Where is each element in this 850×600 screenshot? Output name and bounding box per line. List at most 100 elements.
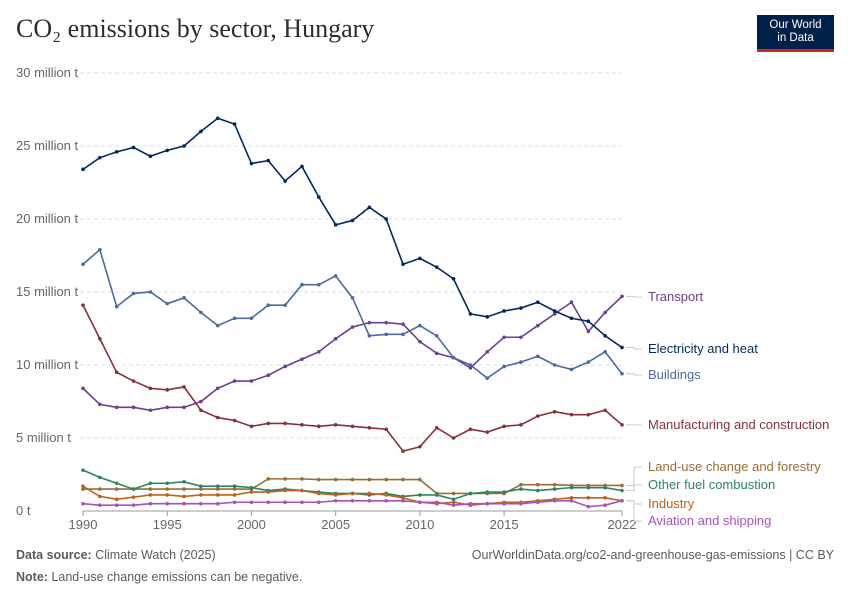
owid-logo[interactable]: Our World in Data [757,15,834,52]
data-point [434,334,439,338]
data-point [451,497,456,502]
data-point [401,498,405,503]
data-point [586,412,591,417]
data-point [485,350,490,354]
data-point [603,350,607,354]
data-point [535,300,540,305]
data-point [350,296,355,300]
data-point [165,388,170,392]
data-point [468,363,473,367]
x-tick-label: 2022 [608,517,637,532]
data-point [283,488,287,493]
data-point [401,477,405,482]
data-point [586,496,591,500]
data-point [249,485,254,490]
data-point [165,405,170,410]
data-point [283,179,287,183]
data-point [468,427,473,432]
data-point [199,310,203,315]
data-point [552,498,557,503]
data-point [451,500,456,505]
y-tick-label: 5 million t [16,430,71,445]
data-point [418,500,422,505]
series-label: Buildings [648,367,701,382]
data-point [81,303,85,307]
data-point [182,480,186,484]
data-point [266,477,271,481]
x-tick-label: 2015 [490,517,519,532]
data-point [451,436,456,440]
data-point [81,487,85,491]
data-point [552,487,557,491]
data-point [317,500,321,505]
data-point [485,430,490,434]
data-point [148,493,153,497]
data-point [603,503,607,507]
data-point [249,379,254,383]
data-point [569,300,574,305]
data-point [114,487,119,491]
data-point [182,494,186,499]
data-point [300,477,304,481]
chart-title: CO₂ emissions by sector, Hungary [16,14,375,43]
data-point [333,336,338,341]
data-point [451,355,456,360]
data-point [131,379,136,383]
data-point [317,350,321,354]
data-point [468,366,473,370]
data-point [249,161,254,166]
data-point [81,468,85,472]
data-point [182,296,186,300]
data-point [131,495,136,499]
data-point [300,423,304,427]
y-tick-label: 0 t [16,503,31,518]
url-text[interactable]: OurWorldinData.org/co2-and-greenhouse-ga… [471,548,834,562]
data-point [502,501,506,506]
series-line-electricity-and-heat [82,117,623,349]
data-point [114,405,119,410]
data-point [519,360,523,364]
data-point [586,360,591,364]
source-label: Data source: [16,548,92,562]
data-point [620,423,624,427]
series-label: Manufacturing and construction [648,417,829,432]
data-point [283,364,287,369]
data-point [317,477,321,482]
data-point [317,195,321,199]
data-point [215,116,220,121]
x-tick-label: 2000 [237,517,266,532]
data-point [333,498,338,503]
data-point [215,493,220,497]
logo-line2: in Data [777,32,814,44]
data-point [266,421,271,426]
data-point [603,485,607,490]
data-point [249,316,254,321]
data-point [535,500,540,505]
data-point [215,487,220,491]
label-connector [626,500,642,522]
data-point [333,223,338,227]
data-point [300,488,304,493]
data-point [114,497,119,502]
data-point [300,357,304,361]
data-point [502,335,506,340]
data-point [300,282,304,287]
data-point [114,503,119,507]
data-point [552,363,557,367]
data-point [350,491,355,496]
data-point [199,399,203,404]
source-text[interactable]: Climate Watch (2025) [95,548,216,562]
data-point [148,290,153,294]
data-point [232,484,237,488]
data-point [232,316,237,321]
data-point [535,323,540,328]
data-point [586,319,591,324]
data-point [148,501,153,506]
data-point [232,379,237,383]
series-label: Electricity and heat [648,341,758,356]
data-point [502,364,506,369]
x-tick-label: 1990 [69,517,98,532]
data-point [114,150,119,154]
data-point [620,294,624,299]
data-point [367,477,372,482]
